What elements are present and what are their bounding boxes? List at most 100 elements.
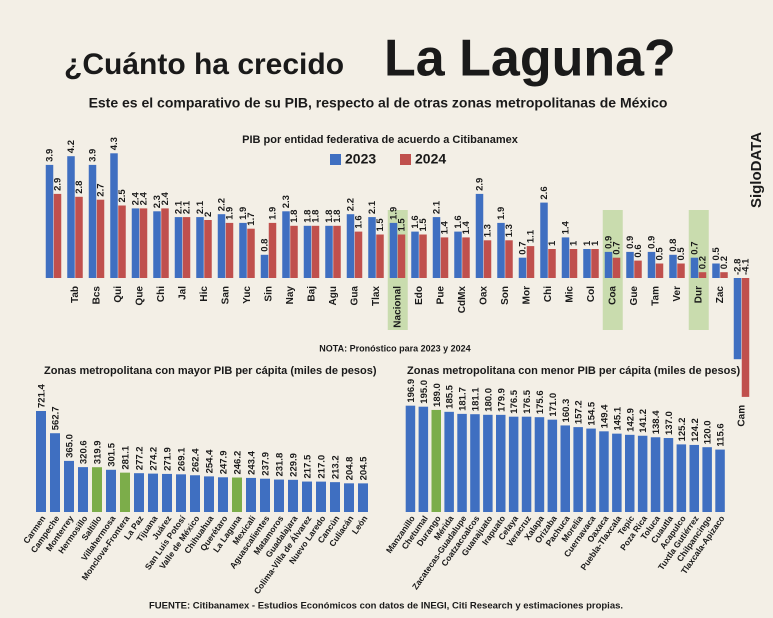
value-label: 1	[590, 240, 601, 246]
bar	[599, 431, 609, 512]
value-label: 204.5	[359, 456, 370, 480]
x-tick-label: Pue	[435, 286, 446, 305]
legend-label: 2023	[345, 151, 376, 167]
value-label: 254.4	[205, 449, 216, 473]
bar	[131, 208, 140, 278]
bar	[655, 263, 664, 278]
subtitle: Este es el comparativo de su PIB, respec…	[89, 95, 668, 111]
bar	[274, 479, 284, 512]
value-label: 319.9	[93, 440, 104, 464]
x-tick-label: Chi	[543, 286, 554, 302]
x-tick-label: Jal	[177, 286, 188, 300]
value-label: 176.5	[522, 389, 533, 413]
bar	[526, 246, 535, 278]
bar	[45, 164, 54, 278]
bar	[440, 237, 449, 278]
bar	[634, 260, 642, 278]
value-label: 320.6	[79, 440, 90, 464]
bar	[344, 483, 354, 512]
bar	[547, 419, 558, 512]
bar	[217, 214, 226, 278]
value-label: 1.9	[267, 207, 278, 220]
bar	[626, 251, 634, 278]
source: FUENTE: Citibanamex - Estudios Económico…	[149, 601, 623, 612]
bar	[148, 473, 158, 512]
value-label: 0.8	[259, 239, 270, 252]
bar	[419, 234, 427, 278]
bar	[50, 433, 60, 512]
bar	[239, 222, 247, 278]
value-label: 154.5	[587, 401, 598, 425]
bar	[690, 257, 699, 278]
x-tick-label: Qui	[113, 286, 124, 303]
value-label: 1.4	[560, 220, 571, 234]
bar	[583, 249, 591, 278]
bar	[508, 416, 519, 512]
bar	[573, 427, 583, 512]
value-label: 4.3	[109, 137, 120, 150]
value-label: 196.9	[406, 379, 417, 403]
bar	[689, 444, 699, 512]
value-label: 1.9	[388, 207, 399, 220]
value-label: 1	[568, 240, 579, 246]
value-label: 277.2	[135, 446, 146, 470]
bar	[368, 217, 376, 278]
bar	[134, 473, 144, 512]
value-label: 2.4	[138, 191, 149, 205]
value-label: 231.8	[275, 453, 286, 477]
x-tick-label: Sin	[263, 286, 274, 302]
bar	[311, 225, 320, 278]
value-label: 0.5	[711, 247, 722, 261]
value-label: 1.3	[504, 224, 515, 237]
bar	[64, 460, 74, 512]
value-label: 2.6	[539, 186, 550, 199]
x-tick-label: Cam	[736, 405, 747, 427]
bar	[92, 467, 102, 512]
x-tick-label: León	[350, 514, 370, 536]
bar	[162, 473, 172, 512]
bar	[232, 477, 242, 512]
value-label: 2.1	[367, 200, 378, 214]
bar	[288, 479, 298, 512]
x-tick-label: Gue	[629, 286, 640, 306]
x-tick-label: Ver	[672, 286, 683, 302]
value-label: 2.4	[130, 191, 141, 205]
bar	[330, 482, 340, 512]
bar	[534, 417, 545, 512]
value-label: 181.1	[470, 387, 481, 411]
value-label: 1.8	[302, 210, 313, 223]
value-label: 1.6	[453, 215, 464, 228]
chart-title: Zonas metropolitana con mayor PIB per cá…	[44, 365, 377, 377]
bar	[358, 483, 368, 512]
value-label: 2.2	[345, 198, 356, 211]
bar	[497, 222, 505, 278]
bar	[612, 433, 622, 512]
value-label: 142.9	[625, 408, 636, 432]
value-label: 1.4	[461, 220, 472, 234]
bar	[88, 164, 97, 278]
bar	[397, 234, 406, 278]
bar	[303, 225, 312, 278]
x-tick-label: Baj	[306, 286, 317, 302]
bar	[96, 199, 105, 278]
value-label: 176.5	[509, 389, 520, 413]
value-label: 246.2	[233, 451, 244, 475]
bar	[204, 220, 212, 278]
legend-swatch	[330, 154, 341, 165]
value-label: 229.9	[289, 453, 300, 477]
value-label: 217.0	[317, 455, 328, 479]
x-tick-label: Bcs	[91, 286, 102, 305]
value-label: 2.3	[152, 195, 163, 208]
value-label: 171.0	[548, 393, 559, 417]
bar	[67, 156, 75, 278]
bar	[457, 413, 467, 512]
value-label: 124.2	[690, 418, 701, 442]
value-label: 0.7	[517, 241, 528, 254]
value-label: 269.1	[177, 447, 188, 471]
value-label: 721.4	[37, 384, 48, 408]
bar	[569, 249, 578, 278]
x-tick-label: Hic	[199, 286, 210, 302]
bar	[176, 474, 186, 512]
value-label: 2.3	[281, 195, 292, 208]
value-label: 2.1	[431, 200, 442, 214]
